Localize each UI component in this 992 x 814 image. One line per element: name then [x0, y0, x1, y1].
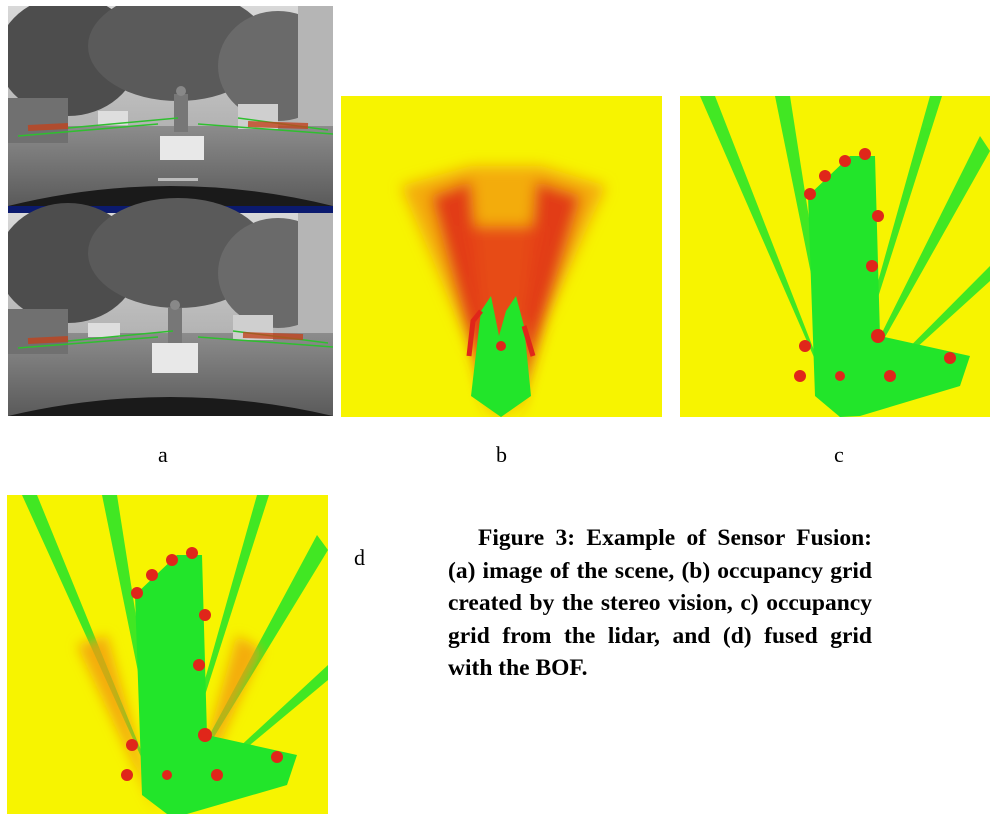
panel-label-d: d: [354, 545, 365, 570]
panel-label-b: b: [496, 442, 507, 467]
panel-label-c: c: [834, 442, 844, 467]
camera-frame-top: [8, 6, 333, 206]
scene-image: [8, 6, 333, 416]
lidar-occupancy-grid: [680, 96, 990, 417]
figure-caption: Figure 3: Example of Sensor Fusion: (a) …: [448, 525, 872, 681]
camera-frame-bottom: [8, 198, 333, 416]
fused-bof-grid: [7, 495, 328, 814]
stereo-occupancy-grid: [341, 96, 662, 417]
panel-label-a: a: [158, 442, 168, 467]
